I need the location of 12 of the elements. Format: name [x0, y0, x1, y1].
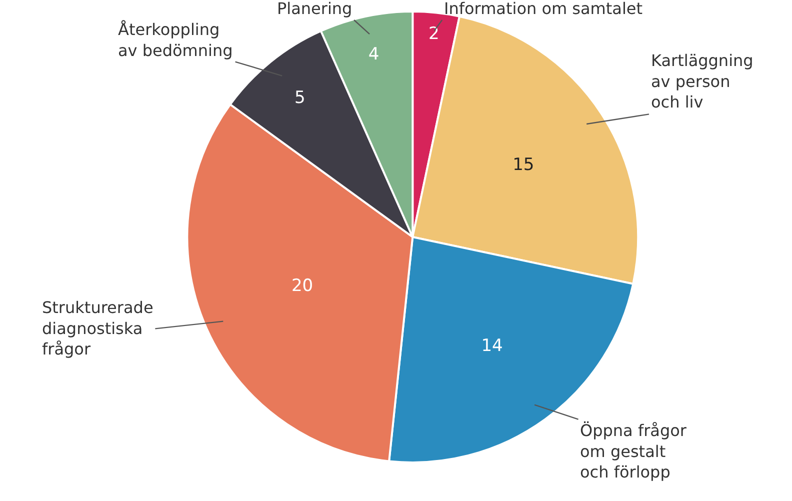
slice-label: Öppna frågor om gestalt och förlopp	[580, 421, 687, 482]
data-label: 15	[512, 155, 534, 176]
data-label: 2	[428, 24, 440, 44]
data-label: 5	[294, 88, 306, 108]
data-label: 4	[368, 44, 380, 64]
data-label: 20	[291, 276, 314, 296]
data-label: 14	[481, 336, 503, 356]
slice-label: Strukturerade diagnostiska frågor	[42, 298, 154, 359]
slice-label: Planering	[277, 0, 352, 18]
slice-label: Information om samtalet	[444, 0, 643, 18]
slice-label: Återkoppling av bedömning	[118, 20, 233, 60]
slice-label: Kartläggning av person och liv	[651, 51, 754, 112]
